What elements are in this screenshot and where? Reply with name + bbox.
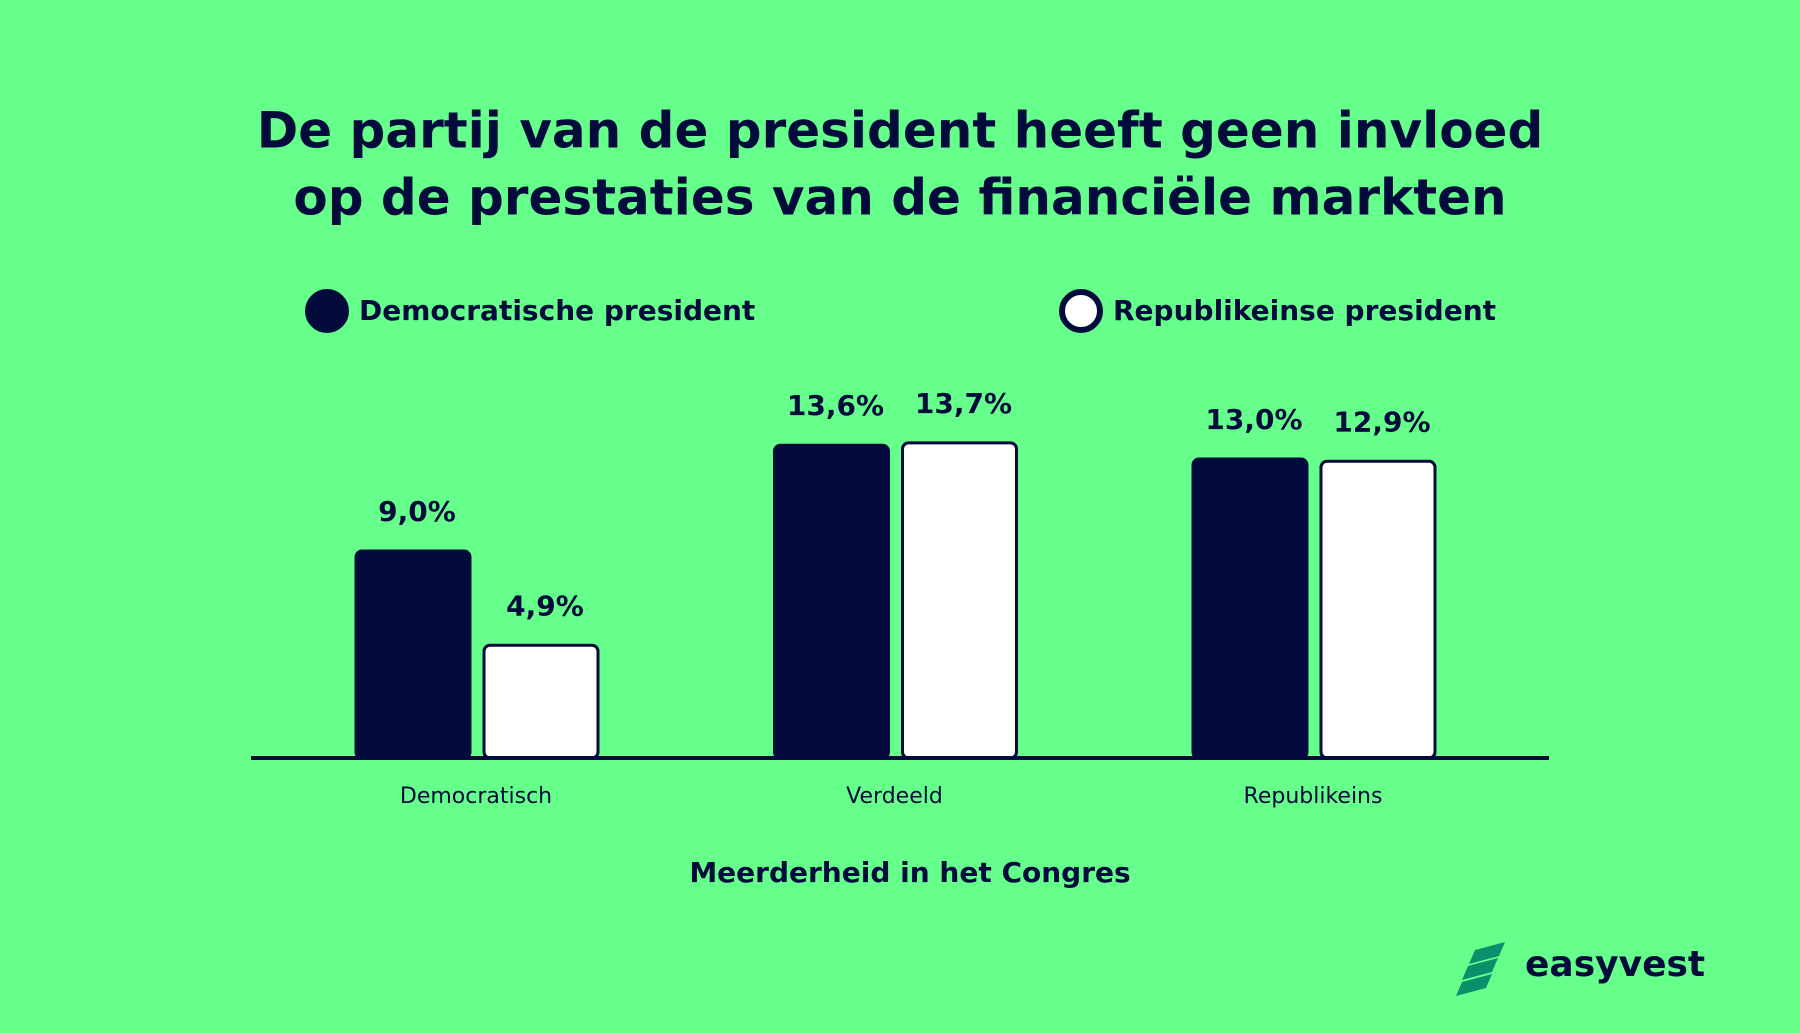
legend-marker bbox=[1059, 289, 1103, 333]
logo: easyvest bbox=[1456, 942, 1705, 996]
value-label: 4,9% bbox=[506, 589, 584, 622]
logo-icon bbox=[1456, 942, 1505, 996]
bar bbox=[482, 643, 600, 760]
chart-title: op de prestaties van de financiële markt… bbox=[293, 169, 1506, 227]
chart-title: De partij van de president heeft geen in… bbox=[257, 102, 1544, 160]
x-tick-label: Verdeeld bbox=[846, 784, 943, 809]
value-label: 13,6% bbox=[787, 389, 884, 422]
bar bbox=[354, 549, 472, 760]
x-axis-title: Meerderheid in het Congres bbox=[689, 856, 1130, 889]
brand: easyvest bbox=[1525, 944, 1705, 985]
bar bbox=[1191, 457, 1309, 760]
x-tick-label: Republikeins bbox=[1244, 784, 1383, 809]
value-label: 13,0% bbox=[1205, 403, 1302, 436]
value-label: 9,0% bbox=[378, 495, 456, 528]
value-label: 13,7% bbox=[915, 387, 1012, 420]
legend-label: Republikeinse president bbox=[1113, 294, 1496, 327]
x-tick-label: Democratisch bbox=[400, 784, 552, 809]
legend-label: Democratische president bbox=[359, 294, 755, 327]
bar bbox=[773, 443, 890, 760]
value-label: 12,9% bbox=[1333, 405, 1430, 438]
legend-marker bbox=[305, 289, 349, 333]
bar bbox=[901, 441, 1018, 760]
bar bbox=[1319, 459, 1437, 760]
